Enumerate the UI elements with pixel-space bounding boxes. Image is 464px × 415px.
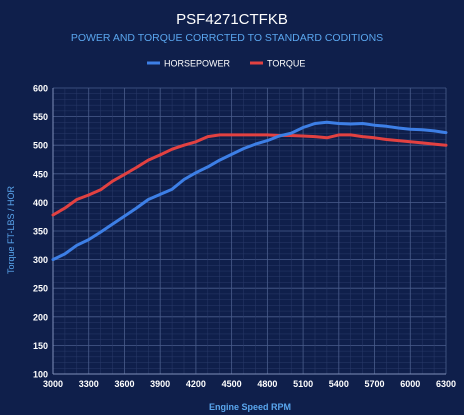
x-tick-label: 5700 bbox=[365, 379, 385, 389]
y-tick-label: 350 bbox=[33, 227, 48, 237]
y-tick-label: 500 bbox=[33, 141, 48, 151]
legend: HORSEPOWER TORQUE bbox=[147, 59, 305, 69]
x-tick-label: 3600 bbox=[114, 379, 134, 389]
y-tick-label: 200 bbox=[33, 312, 48, 322]
chart-subtitle: POWER AND TORQUE CORRCTED TO STANDARD CO… bbox=[71, 32, 383, 44]
legend-torque-label: TORQUE bbox=[267, 59, 305, 69]
y-tick-label: 300 bbox=[33, 255, 48, 265]
y-tick-label: 100 bbox=[33, 370, 48, 380]
x-tick-label: 4200 bbox=[186, 379, 206, 389]
x-tick-label: 6300 bbox=[436, 379, 456, 389]
x-tick-label: 4800 bbox=[257, 379, 277, 389]
series-line-torque bbox=[51, 133, 448, 217]
x-axis-label: Engine Speed RPM bbox=[209, 402, 291, 412]
x-tick-label: 6000 bbox=[400, 379, 420, 389]
y-tick-label: 400 bbox=[33, 198, 48, 208]
y-tick-label: 250 bbox=[33, 284, 48, 294]
y-tick-labels: 600 550 500 450 400 350 300 250 200 150 100 bbox=[33, 84, 48, 380]
series-line-horsepower bbox=[51, 120, 448, 262]
x-tick-label: 5100 bbox=[293, 379, 313, 389]
y-tick-label: 450 bbox=[33, 169, 48, 179]
legend-horsepower-label: HORSEPOWER bbox=[164, 59, 231, 69]
x-tick-label: 5400 bbox=[329, 379, 349, 389]
y-tick-label: 150 bbox=[33, 341, 48, 351]
series-lines bbox=[51, 120, 448, 262]
x-tick-labels: 3000 3300 3600 3900 4200 4500 4800 5100 5400 5700… bbox=[43, 379, 456, 389]
x-tick-label: 3300 bbox=[79, 379, 99, 389]
x-tick-label: 4500 bbox=[222, 379, 242, 389]
x-tick-label: 3000 bbox=[43, 379, 63, 389]
x-tick-label: 3900 bbox=[150, 379, 170, 389]
y-axis-label: Torque FT-LBS / HOR bbox=[6, 185, 16, 274]
y-tick-label: 550 bbox=[33, 112, 48, 122]
chart-title: PSF4271CTFKB bbox=[176, 11, 288, 28]
axes bbox=[52, 88, 446, 375]
y-tick-label: 600 bbox=[33, 84, 48, 94]
